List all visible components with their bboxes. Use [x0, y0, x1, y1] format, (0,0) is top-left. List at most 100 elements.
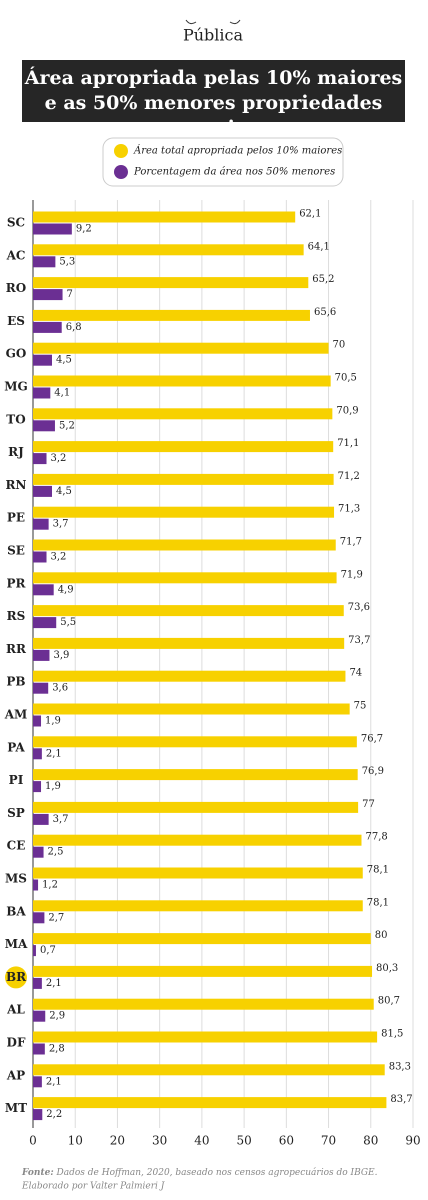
value-label: 4,9 [58, 584, 74, 595]
bar [33, 277, 309, 289]
y-tick-label: BR [6, 970, 27, 984]
x-tick-label: 0 [29, 1134, 37, 1148]
bar [33, 420, 55, 432]
bar [33, 485, 52, 497]
bar [33, 813, 49, 825]
y-tick-label: AM [4, 708, 28, 722]
value-label: 80,7 [378, 996, 400, 1007]
brand: Pública [183, 26, 244, 45]
value-label: 70 [333, 340, 346, 351]
value-label: 9,2 [76, 224, 92, 235]
value-label: 83,3 [389, 1061, 411, 1072]
x-tick-label: 90 [405, 1134, 420, 1148]
value-label: 65,6 [314, 307, 336, 318]
bar [33, 867, 363, 879]
y-tick-label: MS [5, 872, 27, 886]
bar [33, 933, 371, 945]
x-tick-label: 20 [110, 1134, 125, 1148]
bar [33, 506, 335, 518]
bar [33, 900, 363, 912]
value-label: 71,3 [338, 504, 360, 515]
x-tick-label: 80 [363, 1134, 378, 1148]
value-label: 3,2 [51, 552, 67, 563]
x-tick-label: 70 [321, 1134, 336, 1148]
bar [33, 354, 52, 366]
y-tick-label: RJ [8, 445, 24, 459]
bar [33, 682, 49, 694]
value-label: 64,1 [308, 241, 330, 252]
bar [33, 945, 36, 957]
bar [33, 1076, 42, 1088]
value-label: 2,9 [49, 1011, 65, 1022]
bar [33, 441, 334, 453]
bar [33, 617, 57, 629]
y-tick-label: GO [6, 347, 27, 361]
value-label: 2,7 [48, 912, 64, 923]
bar [33, 321, 62, 333]
bar [33, 223, 72, 235]
value-label: 71,2 [338, 471, 360, 482]
source-label: Fonte: [21, 1168, 54, 1178]
value-label: 73,6 [348, 602, 370, 613]
value-label: 3,2 [51, 453, 67, 464]
source-text: Dados de Hoffman, 2020, baseado nos cens… [56, 1167, 378, 1178]
value-label: 4,5 [56, 355, 72, 366]
y-tick-label: MG [4, 380, 28, 394]
y-tick-label: SC [7, 216, 25, 230]
value-label: 3,7 [53, 519, 69, 530]
bar [33, 977, 42, 989]
bar [33, 1031, 378, 1043]
value-label: 80 [375, 930, 388, 941]
value-label: 2,2 [46, 1109, 62, 1120]
value-label: 62,1 [299, 209, 321, 220]
bar [33, 375, 331, 387]
bar [33, 539, 336, 551]
bar [33, 387, 51, 399]
x-tick-label: 60 [279, 1134, 294, 1148]
y-tick-label: AP [6, 1068, 25, 1082]
bar [33, 289, 63, 301]
value-label: 1,9 [45, 781, 61, 792]
logo-ornament [185, 19, 241, 25]
value-label: 3,6 [52, 683, 68, 694]
highlight-marker [5, 966, 27, 989]
y-tick-label: PR [7, 576, 27, 590]
value-label: 77,8 [365, 832, 387, 843]
bar [33, 912, 45, 924]
y-tick-label: RS [7, 609, 26, 623]
bar [33, 572, 337, 584]
value-label: 5,5 [60, 617, 76, 628]
bar [33, 846, 44, 858]
y-tick-label: TO [6, 412, 25, 426]
value-label: 83,7 [390, 1094, 412, 1105]
y-tick-label: DF [7, 1036, 26, 1050]
value-label: 71,7 [340, 537, 362, 548]
legend-box [102, 137, 344, 187]
source: Fonte: Dados de Hoffman, 2020, baseado n… [21, 1167, 378, 1178]
bar [33, 637, 345, 649]
value-label: 77 [362, 799, 375, 810]
y-tick-label: AC [6, 248, 26, 262]
value-label: 2,5 [48, 847, 64, 858]
bar [33, 244, 304, 256]
value-label: 70,5 [335, 373, 357, 384]
value-label: 81,5 [381, 1029, 403, 1040]
bar [33, 1010, 46, 1022]
value-label: 80,3 [376, 963, 398, 974]
bar [33, 736, 357, 748]
y-tick-label: RO [6, 281, 26, 295]
value-label: 73,7 [348, 635, 370, 646]
bar [33, 649, 50, 661]
value-label: 5,3 [59, 256, 75, 267]
value-label: 65,2 [312, 274, 334, 285]
value-label: 6,8 [66, 322, 82, 333]
bar [33, 551, 47, 563]
value-label: 70,9 [336, 405, 358, 416]
value-label: 78,1 [367, 897, 389, 908]
value-label: 4,1 [54, 388, 70, 399]
bar [33, 879, 39, 891]
bar [33, 769, 358, 781]
bar [33, 1109, 43, 1121]
